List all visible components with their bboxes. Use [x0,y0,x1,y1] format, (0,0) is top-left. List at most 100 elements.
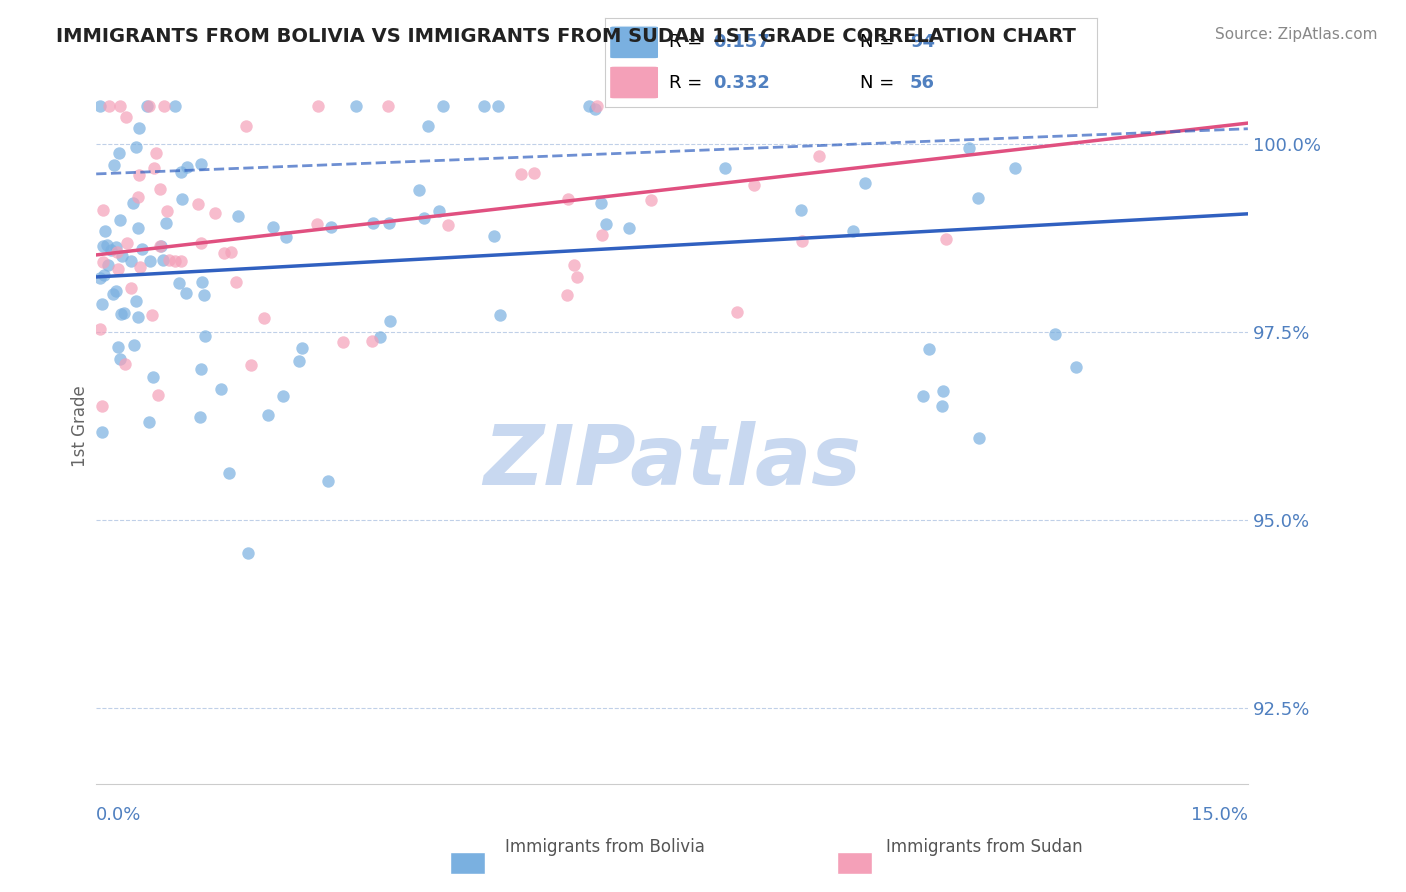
Point [163,254,186,268]
Text: IMMIGRANTS FROM BOLIVIA VS IMMIGRANTS FROM SUDAN 1ST GRADE CORRELATION CHART: IMMIGRANTS FROM BOLIVIA VS IMMIGRANTS FR… [56,27,1076,45]
Point [111,249,134,263]
Point [236,546,259,560]
Point [89,271,111,285]
Point [169,277,191,291]
Point [307,99,329,113]
Point [105,244,128,259]
Point [104,240,127,254]
Point [744,178,766,192]
Point [377,99,399,113]
Point [484,228,506,243]
Text: 0.0%: 0.0% [96,806,142,824]
Point [91,239,114,253]
Point [141,308,163,322]
Point [262,220,284,235]
Point [143,161,166,175]
Point [931,399,953,413]
Text: N =: N = [860,33,900,51]
Point [212,246,235,260]
Point [104,284,127,298]
Point [523,166,546,180]
Point [239,358,262,372]
Point [935,232,957,246]
Point [288,353,311,368]
Point [170,192,193,206]
Point [121,196,143,211]
Point [807,148,830,162]
Point [225,275,247,289]
Point [378,314,401,328]
Point [122,338,145,352]
Point [488,308,510,322]
Point [90,297,112,311]
Point [853,176,876,190]
Point [91,400,114,414]
Point [174,286,197,301]
Point [368,330,391,344]
Point [91,255,114,269]
Point [93,202,115,217]
Point [967,191,990,205]
Point [253,310,276,325]
Point [145,146,167,161]
Point [114,357,136,371]
Point [957,141,980,155]
Point [150,239,173,253]
Point [918,343,941,357]
Point [583,102,606,116]
Text: 56: 56 [910,74,935,92]
Point [218,467,240,481]
Point [307,218,329,232]
Point [209,382,232,396]
Text: R =: R = [669,33,707,51]
Point [112,306,135,320]
FancyBboxPatch shape [610,26,658,59]
Point [139,253,162,268]
Point [163,99,186,113]
Y-axis label: 1st Grade: 1st Grade [72,385,89,467]
Point [127,220,149,235]
Point [127,189,149,203]
Text: 0.157: 0.157 [713,33,769,51]
Point [714,161,737,175]
Point [321,220,343,235]
Point [361,334,384,348]
Point [193,288,215,302]
Point [108,212,131,227]
Text: R =: R = [669,74,707,92]
Point [271,389,294,403]
Point [149,239,172,253]
Point [187,197,209,211]
Point [276,230,298,244]
Point [155,216,177,230]
Point [149,182,172,196]
Point [153,99,176,113]
Point [416,119,439,133]
Point [128,120,150,135]
Point [557,192,579,206]
Point [128,168,150,182]
Point [115,110,138,124]
Point [190,361,212,376]
Point [120,280,142,294]
Point [131,242,153,256]
Point [565,269,588,284]
Point [562,258,585,272]
Point [103,158,125,172]
Point [555,288,578,302]
Text: ZIPatlas: ZIPatlas [484,421,860,502]
Point [138,99,160,113]
Point [361,216,384,230]
Point [408,184,430,198]
Point [413,211,436,225]
Point [107,340,129,354]
Point [204,205,226,219]
Point [1045,326,1067,341]
Point [117,236,139,251]
Point [789,203,811,218]
Text: N =: N = [860,74,900,92]
Point [591,228,613,243]
Point [194,329,217,343]
Point [96,238,118,252]
Point [509,167,531,181]
